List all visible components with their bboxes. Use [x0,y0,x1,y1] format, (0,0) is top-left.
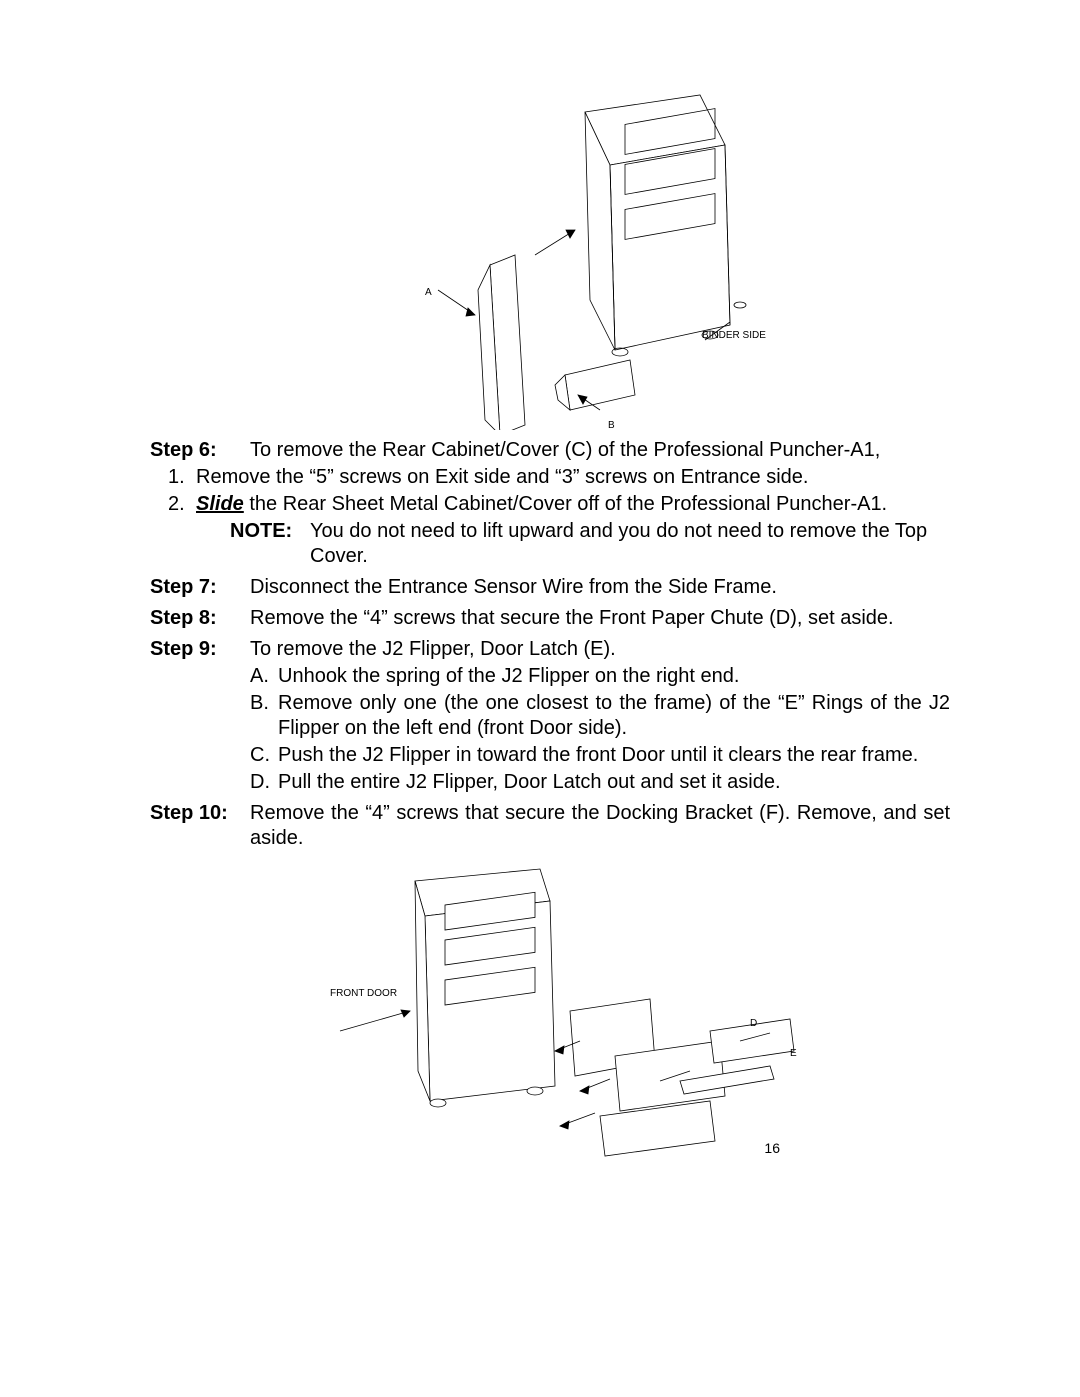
step-6-item-2: 2. Slide the Rear Sheet Metal Cabinet/Co… [168,492,950,517]
step-9-text: To remove the J2 Flipper, Door Latch (E)… [250,637,950,662]
figure1-label-b: B [608,420,615,430]
step-9-c: C. Push the J2 Flipper in toward the fro… [250,743,950,768]
step-7-row: Step 7: Disconnect the Entrance Sensor W… [150,575,950,600]
figure-1-svg: A B BINDER SIDE [310,90,790,430]
num-2-text: Slide the Rear Sheet Metal Cabinet/Cover… [196,492,950,517]
step-7-label: Step 7: [150,575,250,600]
letter-a-text: Unhook the spring of the J2 Flipper on t… [278,664,950,689]
figure-2: FRONT DOOR D E [150,861,950,1181]
figure-1: A B BINDER SIDE [150,90,950,430]
note-label: NOTE: [230,519,310,569]
figure1-label-a: A [425,287,432,298]
step-9-row: Step 9: To remove the J2 Flipper, Door L… [150,637,950,662]
step-10-label: Step 10: [150,801,250,851]
num-1-label: 1. [168,465,196,490]
figure2-label-d: D [750,1018,757,1029]
slide-emphasis: Slide [196,493,244,515]
num-2-rest: the Rear Sheet Metal Cabinet/Cover off o… [244,493,887,515]
letter-b-text: Remove only one (the one closest to the … [278,691,950,741]
step-6-label: Step 6: [150,438,250,463]
figure2-label-front: FRONT DOOR [330,988,397,999]
step-6-row: Step 6: To remove the Rear Cabinet/Cover… [150,438,950,463]
letter-d: D. [250,770,278,795]
step-9-a: A. Unhook the spring of the J2 Flipper o… [250,664,950,689]
step-6-text: To remove the Rear Cabinet/Cover (C) of … [250,438,950,463]
num-2-label: 2. [168,492,196,517]
step-10-row: Step 10: Remove the “4” screws that secu… [150,801,950,851]
figure2-label-e: E [790,1048,797,1059]
page-number: 16 [764,1140,780,1158]
step-6-note: NOTE: You do not need to lift upward and… [230,519,950,569]
figure1-label-binder: BINDER SIDE [702,330,766,341]
letter-c: C. [250,743,278,768]
figure-2-svg: FRONT DOOR D E [260,861,840,1181]
letter-a: A. [250,664,278,689]
step-8-row: Step 8: Remove the “4” screws that secur… [150,606,950,631]
step-10-text: Remove the “4” screws that secure the Do… [250,801,950,851]
step-8-text: Remove the “4” screws that secure the Fr… [250,606,950,631]
letter-d-text: Pull the entire J2 Flipper, Door Latch o… [278,770,950,795]
step-9-label: Step 9: [150,637,250,662]
step-7-text: Disconnect the Entrance Sensor Wire from… [250,575,950,600]
letter-c-text: Push the J2 Flipper in toward the front … [278,743,950,768]
num-1-text: Remove the “5” screws on Exit side and “… [196,465,950,490]
step-9-d: D. Pull the entire J2 Flipper, Door Latc… [250,770,950,795]
step-8-label: Step 8: [150,606,250,631]
letter-b: B. [250,691,278,741]
step-9-b: B. Remove only one (the one closest to t… [250,691,950,741]
note-text: You do not need to lift upward and you d… [310,519,950,569]
step-6-item-1: 1. Remove the “5” screws on Exit side an… [168,465,950,490]
document-page: A B BINDER SIDE Step 6: To remove the Re… [0,0,1080,1397]
